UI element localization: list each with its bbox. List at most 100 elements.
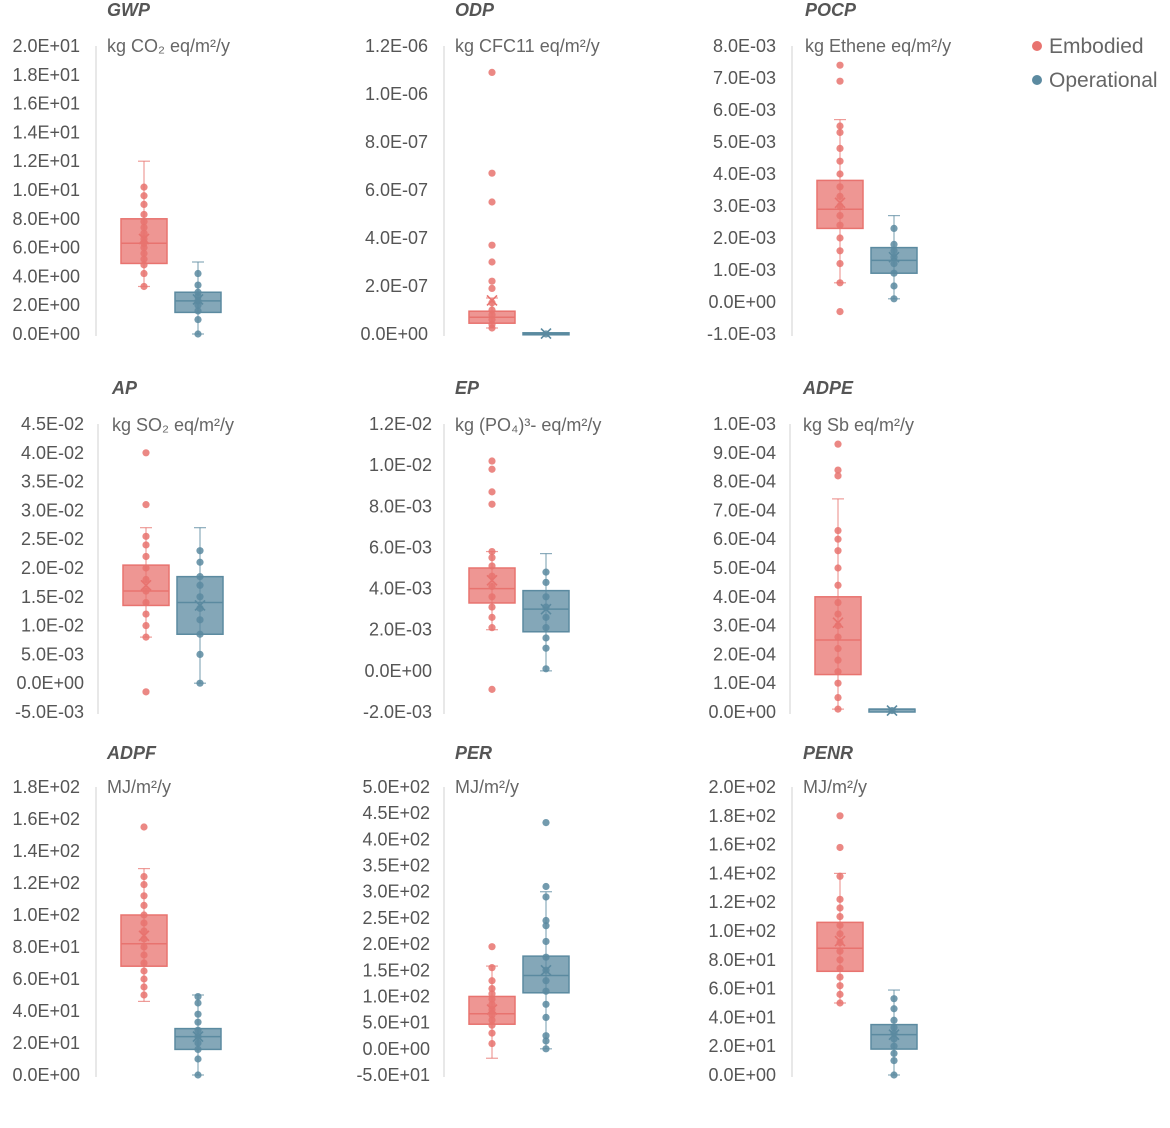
data-point [194, 1055, 202, 1063]
unit-label: MJ/m²/y [803, 777, 867, 797]
y-tick-label: 4.0E-03 [369, 579, 432, 599]
series-embodied [122, 449, 170, 696]
unit-label: kg Sb eq/m²/y [803, 415, 914, 435]
data-point [542, 922, 550, 930]
mean-marker [486, 294, 498, 306]
mean-marker [834, 197, 846, 209]
data-point [196, 558, 204, 566]
data-point [488, 1039, 496, 1048]
data-point [194, 1018, 202, 1026]
data-point [140, 269, 148, 278]
mean-marker [888, 251, 900, 263]
data-point [196, 616, 204, 624]
y-tick-label: 6.0E+01 [12, 969, 80, 989]
data-point [836, 895, 844, 903]
data-point [836, 913, 844, 921]
data-point [142, 622, 150, 630]
legend-marker-embodied [1032, 41, 1042, 51]
y-tick-label: 1.0E+02 [362, 986, 430, 1006]
data-point [834, 694, 842, 702]
y-tick-label: 1.0E+02 [708, 921, 776, 941]
data-point [890, 240, 898, 248]
y-tick-label: 5.0E-03 [713, 132, 776, 152]
data-point [194, 1026, 202, 1034]
panel-penr: PENR MJ/m²/y 2.0E+02 1.8E+02 1.6E+02 1.4E+02 1… [708, 743, 918, 1085]
data-point [140, 255, 148, 263]
y-tick-label: 0.0E+00 [12, 324, 80, 344]
data-point [488, 582, 496, 591]
series-embodied [468, 943, 516, 1059]
series-embodied [816, 61, 864, 316]
series-embodied [120, 160, 168, 291]
data-point [196, 547, 204, 555]
data-point [836, 990, 844, 998]
panel-title: POCP [805, 0, 857, 20]
data-point [488, 1021, 496, 1029]
data-point [194, 999, 202, 1007]
data-point [140, 823, 148, 831]
data-point [140, 943, 148, 951]
y-tick-label: 2.0E+02 [708, 777, 776, 797]
y-tick-label: 1.0E-02 [21, 616, 84, 636]
data-point [488, 554, 496, 562]
data-point [542, 568, 550, 576]
data-point [194, 993, 202, 1001]
series-operational [868, 704, 916, 717]
data-point [890, 1042, 898, 1050]
y-tick-label: 4.0E+01 [708, 1007, 776, 1027]
series-operational [176, 527, 224, 687]
data-point [142, 575, 150, 584]
data-point [836, 247, 844, 255]
y-tick-label: 1.0E-03 [713, 260, 776, 280]
data-point [834, 705, 842, 713]
data-point [488, 1011, 496, 1019]
data-point [194, 281, 202, 289]
y-tick-label: 1.8E+02 [708, 806, 776, 826]
data-point [142, 564, 150, 572]
data-point [542, 1045, 550, 1053]
y-tick-label: 2.0E+02 [362, 934, 430, 954]
data-point [542, 937, 550, 946]
data-point [542, 593, 550, 601]
data-point [142, 610, 150, 618]
data-point [542, 916, 550, 925]
data-point [488, 306, 496, 314]
data-point [140, 983, 148, 991]
y-tick-label: 1.2E-02 [369, 414, 432, 434]
data-point [140, 218, 148, 226]
y-tick-label: 4.0E+00 [12, 266, 80, 286]
panel-ep: EP kg (PO₄)³- eq/m²/y 1.2E-02 1.0E-02 8.0E-0… [363, 378, 601, 722]
data-point [542, 987, 550, 995]
data-point [140, 911, 148, 919]
y-tick-label: 4.0E+01 [12, 1001, 80, 1021]
data-point [836, 308, 844, 316]
y-tick-label: 1.2E+02 [12, 873, 80, 893]
data-point [836, 157, 844, 165]
data-point [834, 526, 842, 535]
data-point [140, 959, 148, 967]
data-point [140, 975, 148, 983]
data-point [890, 247, 898, 255]
series-operational [522, 819, 570, 1053]
y-tick-label: 2.5E-02 [21, 529, 84, 549]
panel-ap: AP kg SO₂ eq/m²/y 4.5E-02 4.0E-02 3.5E-02 3.0… [15, 378, 234, 722]
y-tick-label: 0.0E+00 [12, 1065, 80, 1085]
panel-pocp: POCP kg Ethene eq/m²/y 8.0E-03 7.0E-03 6.0E-… [707, 0, 951, 344]
y-tick-label: 7.0E-03 [713, 68, 776, 88]
data-point [836, 192, 844, 200]
mean-marker [138, 930, 150, 942]
data-point [196, 593, 204, 601]
data-point [836, 77, 844, 85]
data-point [836, 843, 844, 852]
data-point [834, 466, 842, 474]
data-point [142, 587, 150, 595]
data-point [196, 630, 204, 638]
y-tick-label: 6.0E+01 [708, 979, 776, 999]
series-embodied [468, 68, 516, 332]
y-tick-label: 8.0E-03 [713, 36, 776, 56]
data-point [140, 282, 148, 291]
y-tick-label: 1.2E+01 [12, 151, 80, 171]
y-tick-label: 1.0E+01 [12, 180, 80, 200]
data-point [542, 603, 550, 611]
